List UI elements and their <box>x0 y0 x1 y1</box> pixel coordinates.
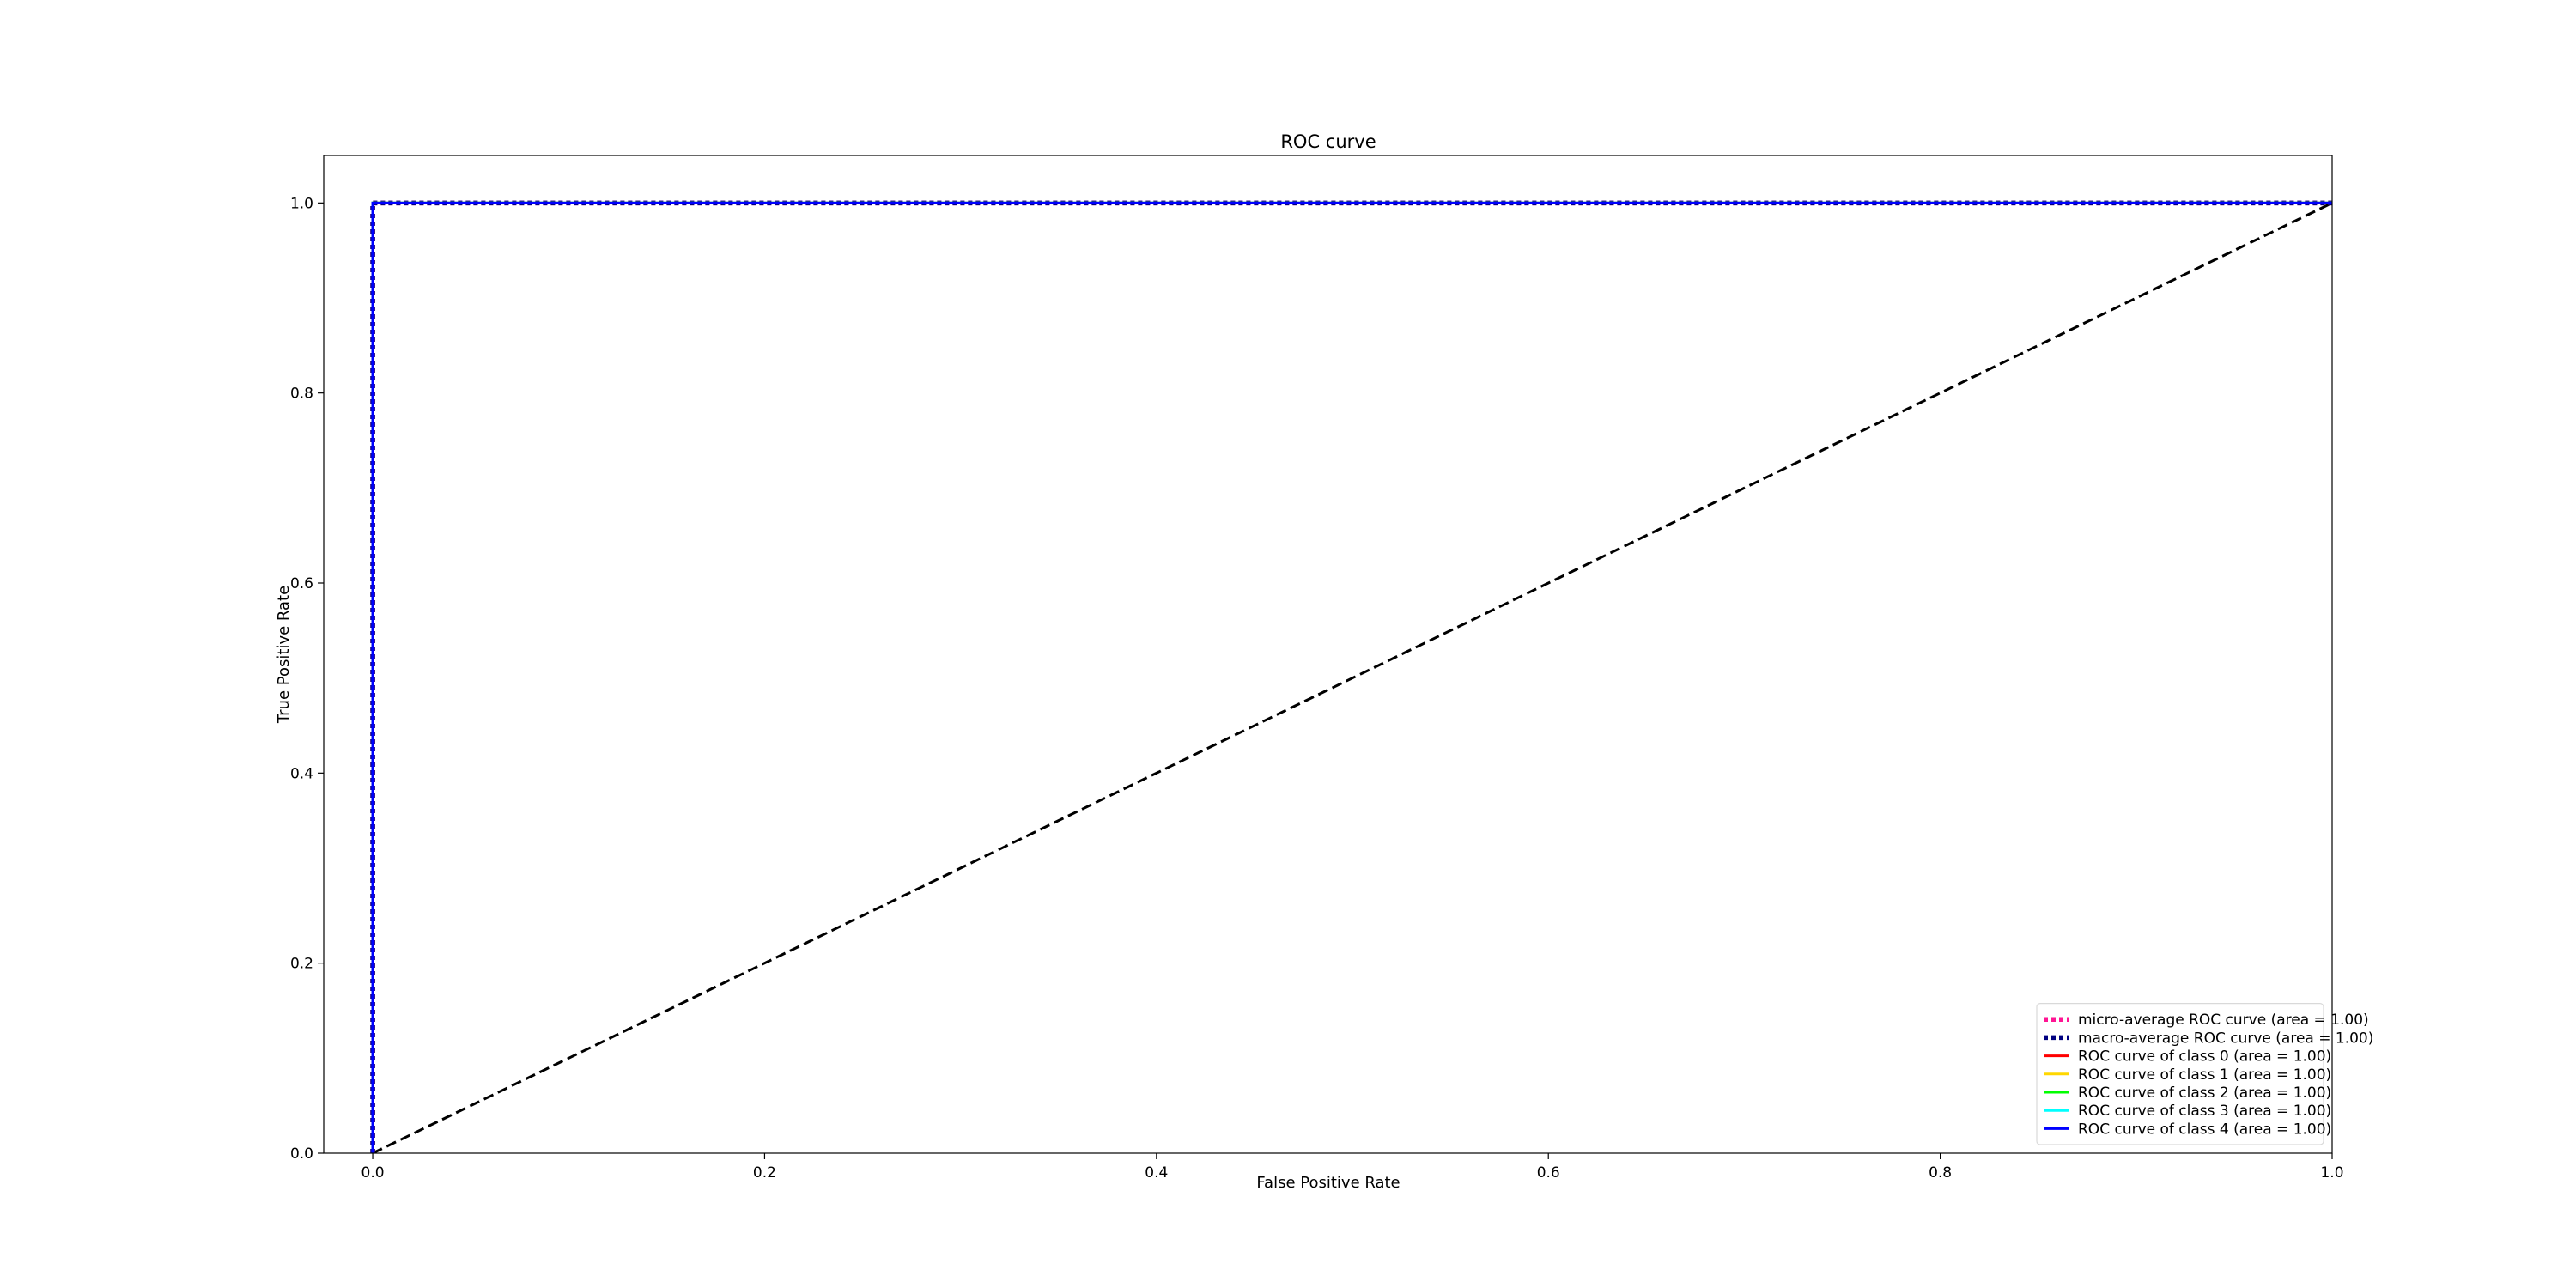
x-tick-label: 0.6 <box>1537 1164 1560 1182</box>
legend-entry-6: ROC curve of class 4 (area = 1.00) <box>2078 1121 2331 1138</box>
y-axis-label: True Positive Rate <box>275 586 293 724</box>
x-tick-label: 0.0 <box>361 1164 385 1182</box>
axes: 0.0 0.2 0.4 0.6 0.8 1.0 0.0 0.2 0.4 0.6 0.8 1.0 <box>290 155 2344 1182</box>
legend-entry-1: macro-average ROC curve (area = 1.00) <box>2078 1030 2373 1047</box>
legend-entry-4: ROC curve of class 2 (area = 1.00) <box>2078 1084 2331 1102</box>
x-axis-label: False Positive Rate <box>1256 1174 1400 1192</box>
x-tick-label: 0.8 <box>1929 1164 1952 1182</box>
legend-entry-0: micro-average ROC curve (area = 1.00) <box>2078 1012 2369 1029</box>
y-tick-label: 1.0 <box>290 195 313 212</box>
roc-series-line-6 <box>371 201 2332 1153</box>
y-tick-label: 0.8 <box>290 386 313 403</box>
y-tick-label: 0.0 <box>290 1145 313 1163</box>
y-tick-label: 0.2 <box>290 956 313 973</box>
legend: micro-average ROC curve (area = 1.00)mac… <box>2036 1002 2373 1145</box>
plot-area <box>370 200 2332 1153</box>
y-tick-label: 0.4 <box>290 765 313 782</box>
chart-title: ROC curve <box>1280 131 1376 152</box>
y-tick-label: 0.6 <box>290 575 313 592</box>
legend-entry-2: ROC curve of class 0 (area = 1.00) <box>2078 1048 2331 1066</box>
chance-diagonal-line <box>372 201 2332 1153</box>
legend-box <box>2036 1002 2324 1145</box>
legend-entry-3: ROC curve of class 1 (area = 1.00) <box>2078 1066 2331 1084</box>
x-tick-label: 0.4 <box>1145 1164 1168 1182</box>
x-tick-label: 0.2 <box>753 1164 776 1182</box>
axes-frame <box>323 155 2333 1154</box>
legend-entry-5: ROC curve of class 3 (area = 1.00) <box>2078 1103 2331 1120</box>
x-tick-label: 1.0 <box>2320 1164 2343 1182</box>
